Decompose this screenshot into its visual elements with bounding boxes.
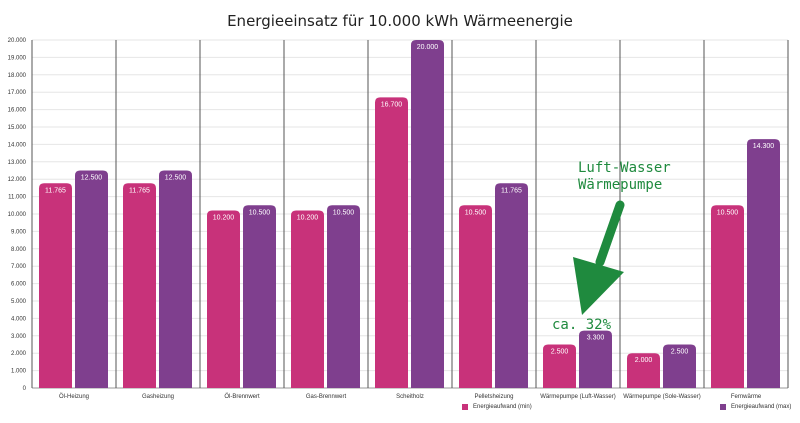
y-tick-label: 1.000 <box>11 369 27 375</box>
y-tick-label: 10.000 <box>8 212 27 218</box>
y-tick-label: 14.000 <box>8 142 27 148</box>
legend-label-min: Energieaufwand (min) <box>473 404 532 410</box>
x-tick-label: Öl-Heizung <box>59 393 89 400</box>
bar <box>375 97 408 389</box>
data-label: 3.300 <box>587 335 605 342</box>
annotation-label: Luft-Wasser Wärmepumpe <box>578 160 671 194</box>
annotation-line-1: Luft-Wasser <box>578 160 671 176</box>
y-tick-label: 11.000 <box>8 195 27 201</box>
data-label: 10.500 <box>717 209 739 216</box>
legend-swatch-min <box>462 404 468 410</box>
data-label: 11.765 <box>45 187 66 194</box>
data-label: 12.500 <box>165 175 187 182</box>
data-label: 10.500 <box>333 209 355 216</box>
annotation-arrowhead <box>573 257 624 315</box>
y-tick-label: 19.000 <box>8 55 27 61</box>
bar <box>411 40 444 388</box>
data-label: 20.000 <box>417 44 439 51</box>
y-tick-label: 15.000 <box>8 125 27 131</box>
y-tick-label: 12.000 <box>8 177 27 183</box>
y-tick-label: 18.000 <box>8 73 27 79</box>
y-tick-label: 16.000 <box>8 108 27 114</box>
y-tick-label: 13.000 <box>8 160 27 166</box>
y-tick-label: 3.000 <box>11 334 27 340</box>
annotation-percent: ca. 32% <box>552 317 612 333</box>
bar <box>711 205 744 388</box>
y-tick-label: 0 <box>23 386 27 392</box>
x-tick-label: Pelletsheizung <box>474 394 513 400</box>
bar <box>495 183 528 388</box>
y-tick-label: 4.000 <box>11 316 27 322</box>
data-label: 11.765 <box>129 187 150 194</box>
y-tick-label: 7.000 <box>11 264 27 270</box>
data-label: 10.500 <box>465 209 487 216</box>
data-label: 16.700 <box>381 101 403 108</box>
x-tick-label: Scheitholz <box>396 394 424 400</box>
bar <box>327 205 360 388</box>
bar <box>243 205 276 388</box>
y-tick-label: 9.000 <box>11 229 27 235</box>
legend-item-min[interactable]: Energieaufwand (min) <box>462 404 532 410</box>
annotation-arrow <box>595 200 625 267</box>
y-tick-label: 17.000 <box>8 90 27 96</box>
x-tick-label: Fernwärme <box>731 394 762 400</box>
y-tick-label: 6.000 <box>11 282 27 288</box>
data-label: 14.300 <box>753 143 775 150</box>
data-label: 10.200 <box>297 215 319 222</box>
x-tick-label: Gasheizung <box>142 394 174 400</box>
x-tick-label: Wärmepumpe (Sole-Wasser) <box>623 394 700 400</box>
data-label: 2.000 <box>635 357 653 364</box>
data-label: 2.500 <box>671 349 689 356</box>
y-tick-label: 2.000 <box>11 351 27 357</box>
data-label: 11.765 <box>501 187 522 194</box>
y-tick-label: 8.000 <box>11 247 27 253</box>
x-tick-label: Öl-Brennwert <box>224 393 260 400</box>
y-tick-label: 5.000 <box>11 299 27 305</box>
bar <box>747 139 780 388</box>
bar <box>663 344 696 388</box>
legend-label-max: Energieaufwand (max) <box>731 404 792 410</box>
data-label: 10.500 <box>249 209 271 216</box>
chart-title: Energieeinsatz für 10.000 kWh Wärmeenerg… <box>227 12 573 30</box>
bar <box>291 210 324 388</box>
legend-item-max[interactable]: Energieaufwand (max) <box>720 404 791 410</box>
bar <box>123 183 156 388</box>
bar <box>207 210 240 388</box>
bar <box>579 330 612 388</box>
bar <box>75 170 108 388</box>
bar <box>627 353 660 388</box>
bar <box>39 183 72 388</box>
bar <box>459 205 492 388</box>
data-label: 10.200 <box>213 215 235 222</box>
data-label: 2.500 <box>551 349 569 356</box>
x-tick-label: Wärmepumpe (Luft-Wasser) <box>540 394 615 400</box>
x-tick-label: Gas-Brennwert <box>306 394 347 400</box>
data-label: 12.500 <box>81 175 103 182</box>
y-tick-label: 20.000 <box>8 38 27 44</box>
annotation-line-2: Wärmepumpe <box>578 177 663 193</box>
bar <box>543 344 576 388</box>
legend-swatch-max <box>720 404 726 410</box>
bar <box>159 170 192 388</box>
